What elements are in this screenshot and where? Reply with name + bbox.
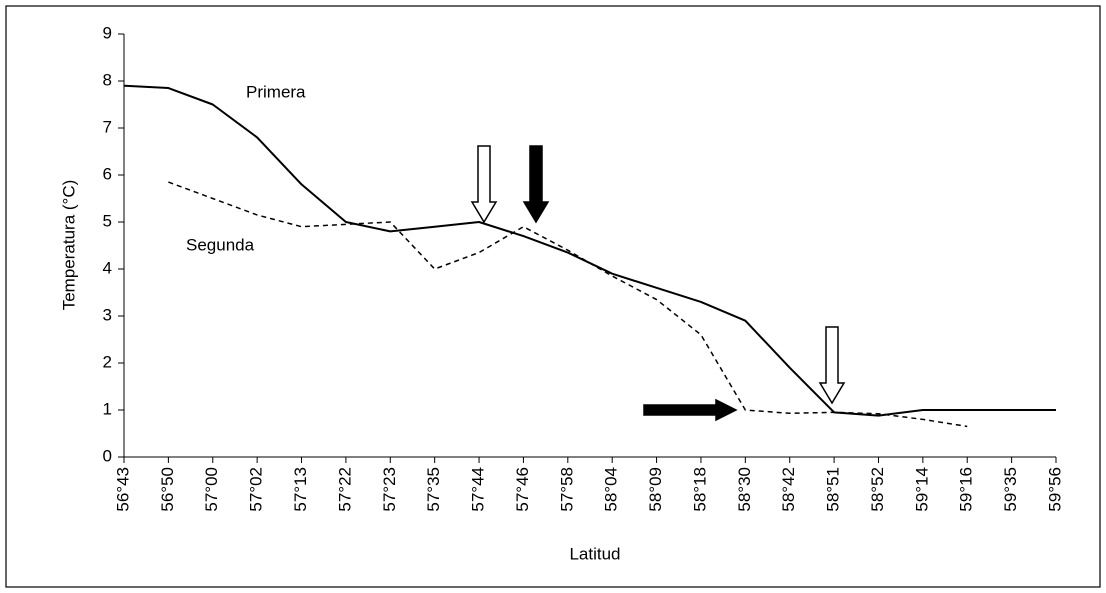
y-tick-label: 2 — [103, 352, 112, 371]
series-label: Primera — [246, 82, 306, 101]
y-tick-label: 7 — [103, 117, 112, 136]
x-tick-label: 57°22 — [335, 467, 354, 512]
x-tick-label: 58°18 — [690, 467, 709, 512]
y-tick-label: 4 — [103, 258, 112, 277]
x-tick-label: 57°02 — [247, 467, 266, 512]
x-tick-label: 56°50 — [158, 467, 177, 512]
y-tick-label: 8 — [103, 70, 112, 89]
x-tick-label: 57°58 — [557, 467, 576, 512]
x-tick-label: 57°35 — [424, 467, 443, 512]
x-tick-label: 57°46 — [513, 467, 532, 512]
x-tick-label: 57°44 — [469, 467, 488, 512]
y-tick-label: 9 — [103, 23, 112, 42]
series-line — [123, 84, 1056, 417]
y-axis-label: Temperatura (°C) — [59, 180, 78, 311]
series-label: Segunda — [186, 235, 255, 254]
x-tick-label: 59°14 — [912, 467, 931, 512]
y-tick-label: 5 — [103, 211, 112, 230]
x-tick-label: 58°04 — [602, 467, 621, 512]
x-tick-label: 59°16 — [957, 467, 976, 512]
x-tick-label: 57°13 — [291, 467, 310, 512]
x-tick-label: 59°35 — [1001, 467, 1020, 512]
series-line — [168, 181, 968, 428]
x-tick-label: 58°09 — [646, 467, 665, 512]
x-axis-label: Latitud — [569, 544, 620, 563]
arrows — [470, 145, 846, 422]
x-tick-label: 58°52 — [868, 467, 887, 512]
y-tick-label: 3 — [103, 305, 112, 324]
y-tick-label: 0 — [103, 446, 112, 465]
x-tick-label: 57°23 — [380, 467, 399, 512]
x-tick-label: 59°56 — [1045, 467, 1064, 512]
y-tick-label: 1 — [103, 399, 112, 418]
x-tick-label: 58°30 — [735, 467, 754, 512]
y-tick-label: 6 — [103, 164, 112, 183]
frame — [5, 5, 1101, 588]
x-tick-label: 57°00 — [202, 467, 221, 512]
x-tick-label: 56°43 — [113, 467, 132, 512]
x-tick-label: 58°51 — [824, 467, 843, 512]
x-tick-label: 58°42 — [779, 467, 798, 512]
